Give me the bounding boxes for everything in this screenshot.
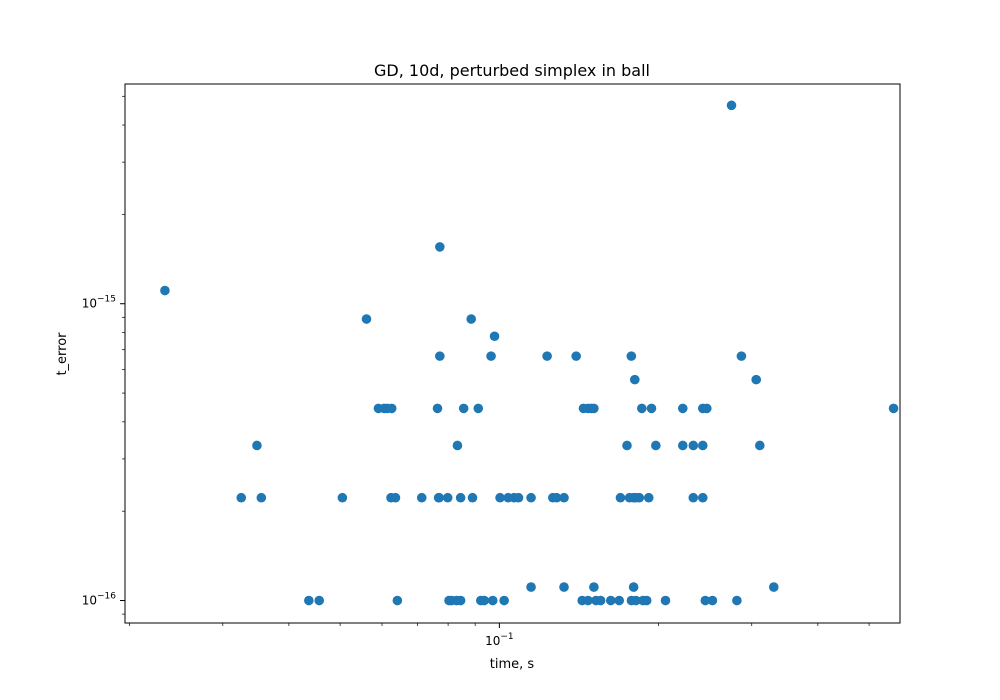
data-point <box>707 595 718 606</box>
chart-title: GD, 10d, perturbed simplex in ball <box>374 61 650 80</box>
data-point <box>595 595 606 606</box>
data-point <box>495 492 505 503</box>
data-point <box>726 100 737 111</box>
data-point <box>499 595 509 606</box>
data-point <box>641 595 652 606</box>
data-point <box>677 403 688 414</box>
data-point <box>479 595 490 606</box>
data-point <box>614 595 625 606</box>
data-point <box>888 403 899 414</box>
data-point <box>455 595 466 606</box>
data-point <box>583 595 593 606</box>
data-point <box>434 492 444 503</box>
data-point <box>526 582 536 592</box>
data-point <box>732 595 742 606</box>
data-point <box>458 403 469 414</box>
plot-frame <box>124 83 901 624</box>
data-point <box>513 492 524 503</box>
data-point <box>634 492 645 503</box>
data-point <box>452 440 463 451</box>
data-point <box>416 492 427 503</box>
data-point <box>571 351 581 361</box>
x-axis-ticks: 10−1 <box>129 623 870 648</box>
data-point <box>589 403 599 414</box>
data-point <box>386 403 397 414</box>
data-point <box>768 582 779 592</box>
data-point <box>390 492 401 503</box>
data-point <box>677 440 688 451</box>
data-point <box>651 440 661 451</box>
data-point <box>487 595 498 606</box>
data-point <box>697 492 708 503</box>
data-point <box>236 492 247 503</box>
data-point <box>435 242 445 252</box>
data-point <box>314 595 325 606</box>
data-point <box>160 285 170 296</box>
data-point <box>435 351 445 361</box>
data-point <box>697 440 708 451</box>
data-point <box>361 314 372 324</box>
plot-area <box>125 84 900 623</box>
data-point <box>466 314 477 324</box>
data-point <box>751 374 762 385</box>
data-point <box>660 595 671 606</box>
data-point <box>643 492 654 503</box>
data-point <box>486 351 496 361</box>
data-point <box>736 351 747 361</box>
y-tick-label: 10−15 <box>82 295 116 311</box>
data-point <box>392 595 403 606</box>
data-point <box>646 403 657 414</box>
data-point <box>455 492 466 503</box>
data-point <box>473 403 484 414</box>
data-point <box>542 351 552 361</box>
y-axis-label: t_error <box>55 332 70 376</box>
data-point <box>304 595 314 606</box>
data-point <box>526 492 536 503</box>
data-point <box>688 492 699 503</box>
data-point <box>442 492 453 503</box>
data-point <box>559 492 569 503</box>
data-point <box>622 440 632 451</box>
data-point <box>628 582 639 592</box>
data-point <box>615 492 626 503</box>
x-tick-label: 10−1 <box>485 632 514 648</box>
y-tick-label: 10−16 <box>82 592 117 608</box>
data-point <box>755 440 765 451</box>
data-point <box>700 595 711 606</box>
y-axis-ticks: 10−16 10−15 <box>82 95 125 615</box>
data-point <box>432 403 443 414</box>
data-point <box>467 492 478 503</box>
data-point <box>559 582 569 592</box>
data-point <box>629 374 640 385</box>
data-point <box>252 440 262 451</box>
data-point <box>688 440 699 451</box>
data-point <box>589 582 599 592</box>
data-point <box>631 595 641 606</box>
data-point <box>626 351 637 361</box>
data-point <box>637 403 647 414</box>
data-point <box>605 595 616 606</box>
x-axis-label: time, s <box>490 657 535 672</box>
data-point <box>551 492 562 503</box>
data-point <box>702 403 712 414</box>
data-points <box>160 100 899 606</box>
data-point <box>489 331 500 342</box>
data-point <box>337 492 348 503</box>
data-point <box>256 492 267 503</box>
